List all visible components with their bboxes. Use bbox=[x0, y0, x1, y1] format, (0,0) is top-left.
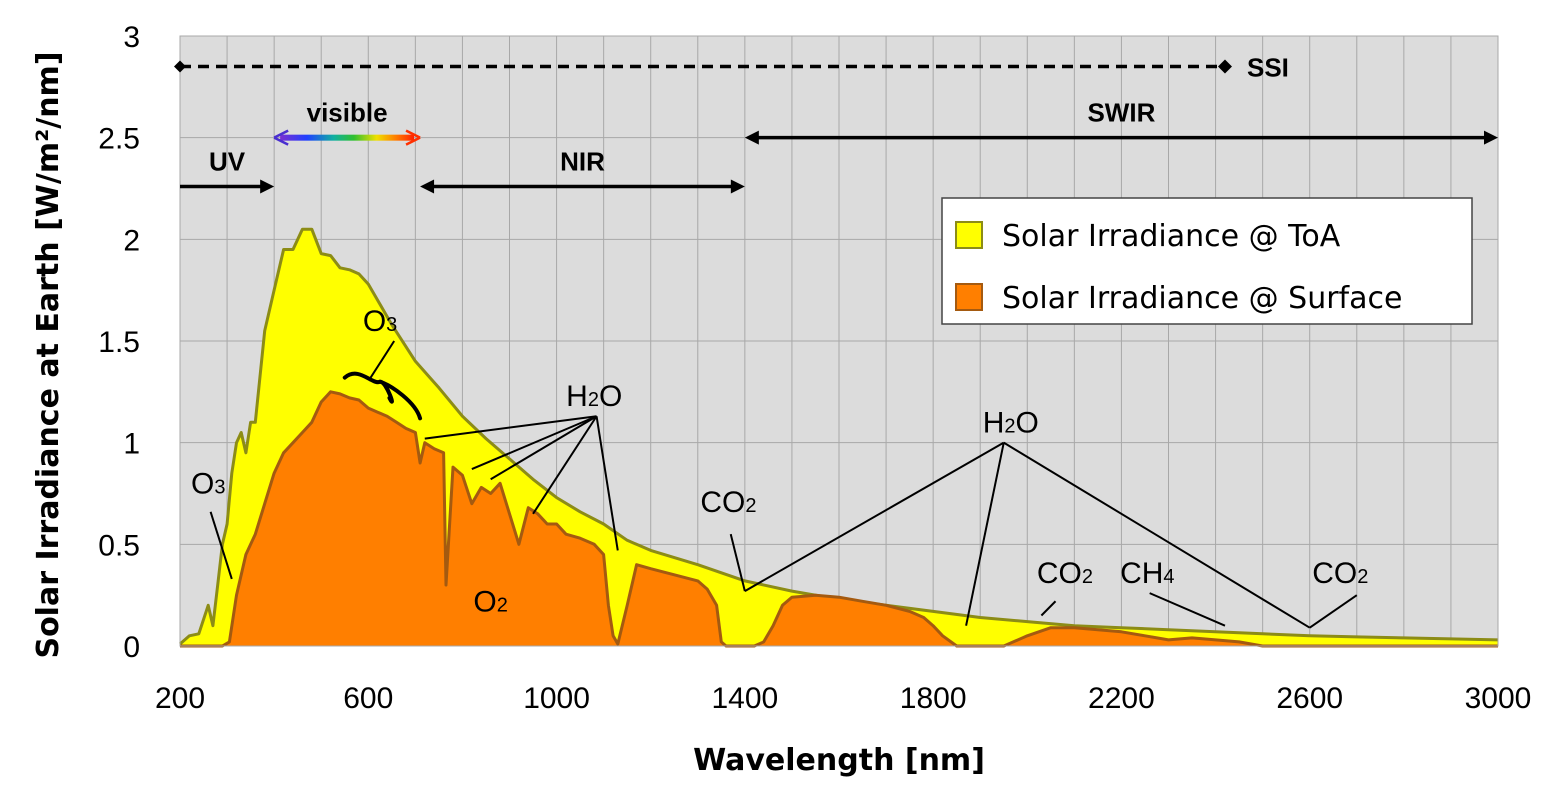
x-tick-label: 1800 bbox=[900, 682, 967, 715]
annotation-label: H2O bbox=[983, 407, 1039, 440]
leader-line bbox=[1040, 600, 1057, 617]
leader-line bbox=[595, 416, 619, 551]
leader-line bbox=[424, 415, 597, 440]
band-uv: UV bbox=[180, 146, 275, 194]
legend-swatch-surface bbox=[955, 283, 983, 311]
spectral-bands: UV visible NIR SWIR SSI bbox=[174, 53, 1498, 194]
arrow-head bbox=[1484, 130, 1498, 145]
band-swir: SWIR bbox=[744, 98, 1498, 145]
absorption-annotations: O3 O3 H2O O2 CO2 H2O CO2 CH4 CO2 bbox=[191, 305, 1368, 619]
x-tick-label: 600 bbox=[343, 682, 393, 715]
annotation-label: CO2 bbox=[1312, 557, 1368, 590]
arrow-head bbox=[273, 129, 289, 146]
annotation-leaders bbox=[209, 340, 1358, 629]
legend-swatch-toa bbox=[955, 221, 983, 249]
leader-line bbox=[729, 533, 746, 592]
annotation-label: H2O bbox=[566, 380, 622, 413]
ssi-range: SSI bbox=[174, 53, 1289, 83]
annotation-label: CH4 bbox=[1120, 557, 1174, 590]
x-tick-label: 200 bbox=[155, 682, 205, 715]
tick-labels: 200 600 1000 1400 1800 2200 2600 3000 0 0.5 1 1.5 2 2… bbox=[98, 21, 1531, 715]
arrow-head bbox=[405, 129, 421, 146]
x-tick-label: 2200 bbox=[1088, 682, 1155, 715]
leader-line bbox=[744, 441, 1005, 592]
band-label: NIR bbox=[560, 146, 605, 176]
ssi-marker bbox=[1217, 59, 1232, 74]
y-tick-label: 2 bbox=[123, 224, 140, 257]
y-tick-label: 0.5 bbox=[98, 529, 140, 562]
y-tick-label: 2.5 bbox=[98, 123, 140, 156]
plot-frame bbox=[179, 35, 1499, 647]
o3-bracket bbox=[342, 371, 423, 421]
y-axis-title: Solar Irradiance at Earth [W/m²/nm] bbox=[31, 51, 66, 658]
legend-label-toa: Solar Irradiance @ ToA bbox=[1002, 219, 1341, 254]
band-nir: NIR bbox=[420, 146, 745, 194]
leader-line bbox=[532, 415, 598, 515]
legend-label-surface: Solar Irradiance @ Surface bbox=[1002, 281, 1402, 316]
y-tick-label: 1.5 bbox=[98, 326, 140, 359]
ssi-label: SSI bbox=[1247, 53, 1289, 83]
legend: Solar Irradiance @ ToA Solar Irradiance … bbox=[941, 197, 1473, 325]
leader-line bbox=[209, 511, 233, 580]
x-tick-label: 1000 bbox=[523, 682, 590, 715]
band-visible: visible bbox=[273, 98, 421, 146]
series-layer bbox=[179, 227, 1499, 648]
leader-line bbox=[1003, 441, 1311, 629]
annotation-label: CO2 bbox=[700, 486, 756, 519]
leader-line bbox=[1309, 594, 1358, 629]
arrow-head bbox=[730, 179, 745, 194]
leader-line bbox=[965, 442, 1005, 626]
annotation-label: O3 bbox=[191, 468, 225, 501]
ssi-marker bbox=[174, 60, 186, 73]
y-tick-label: 3 bbox=[123, 21, 140, 54]
legend-box bbox=[941, 197, 1473, 325]
arrow-head bbox=[260, 179, 275, 194]
arrow-head bbox=[420, 179, 435, 194]
y-tick-label: 1 bbox=[123, 428, 140, 461]
annotation-label: O3 bbox=[363, 305, 397, 338]
toa-line bbox=[179, 227, 1499, 646]
x-tick-label: 1400 bbox=[711, 682, 778, 715]
annotation-label: O2 bbox=[473, 585, 507, 618]
leader-line bbox=[369, 340, 396, 379]
band-label: SWIR bbox=[1087, 98, 1155, 128]
x-tick-label: 3000 bbox=[1465, 682, 1532, 715]
x-tick-label: 2600 bbox=[1276, 682, 1343, 715]
visible-spectrum-bar bbox=[280, 134, 415, 141]
leader-line bbox=[490, 415, 598, 481]
arrow-head bbox=[744, 130, 759, 145]
band-label: UV bbox=[209, 146, 246, 176]
leader-line bbox=[1149, 592, 1226, 627]
annotation-label: CO2 bbox=[1037, 557, 1093, 590]
surface-area bbox=[180, 391, 1498, 646]
leader-line bbox=[471, 415, 597, 471]
x-axis-title: Wavelength [nm] bbox=[693, 743, 985, 778]
y-tick-label: 0 bbox=[123, 631, 140, 664]
surface-line bbox=[180, 390, 1498, 648]
band-label: visible bbox=[307, 98, 388, 128]
